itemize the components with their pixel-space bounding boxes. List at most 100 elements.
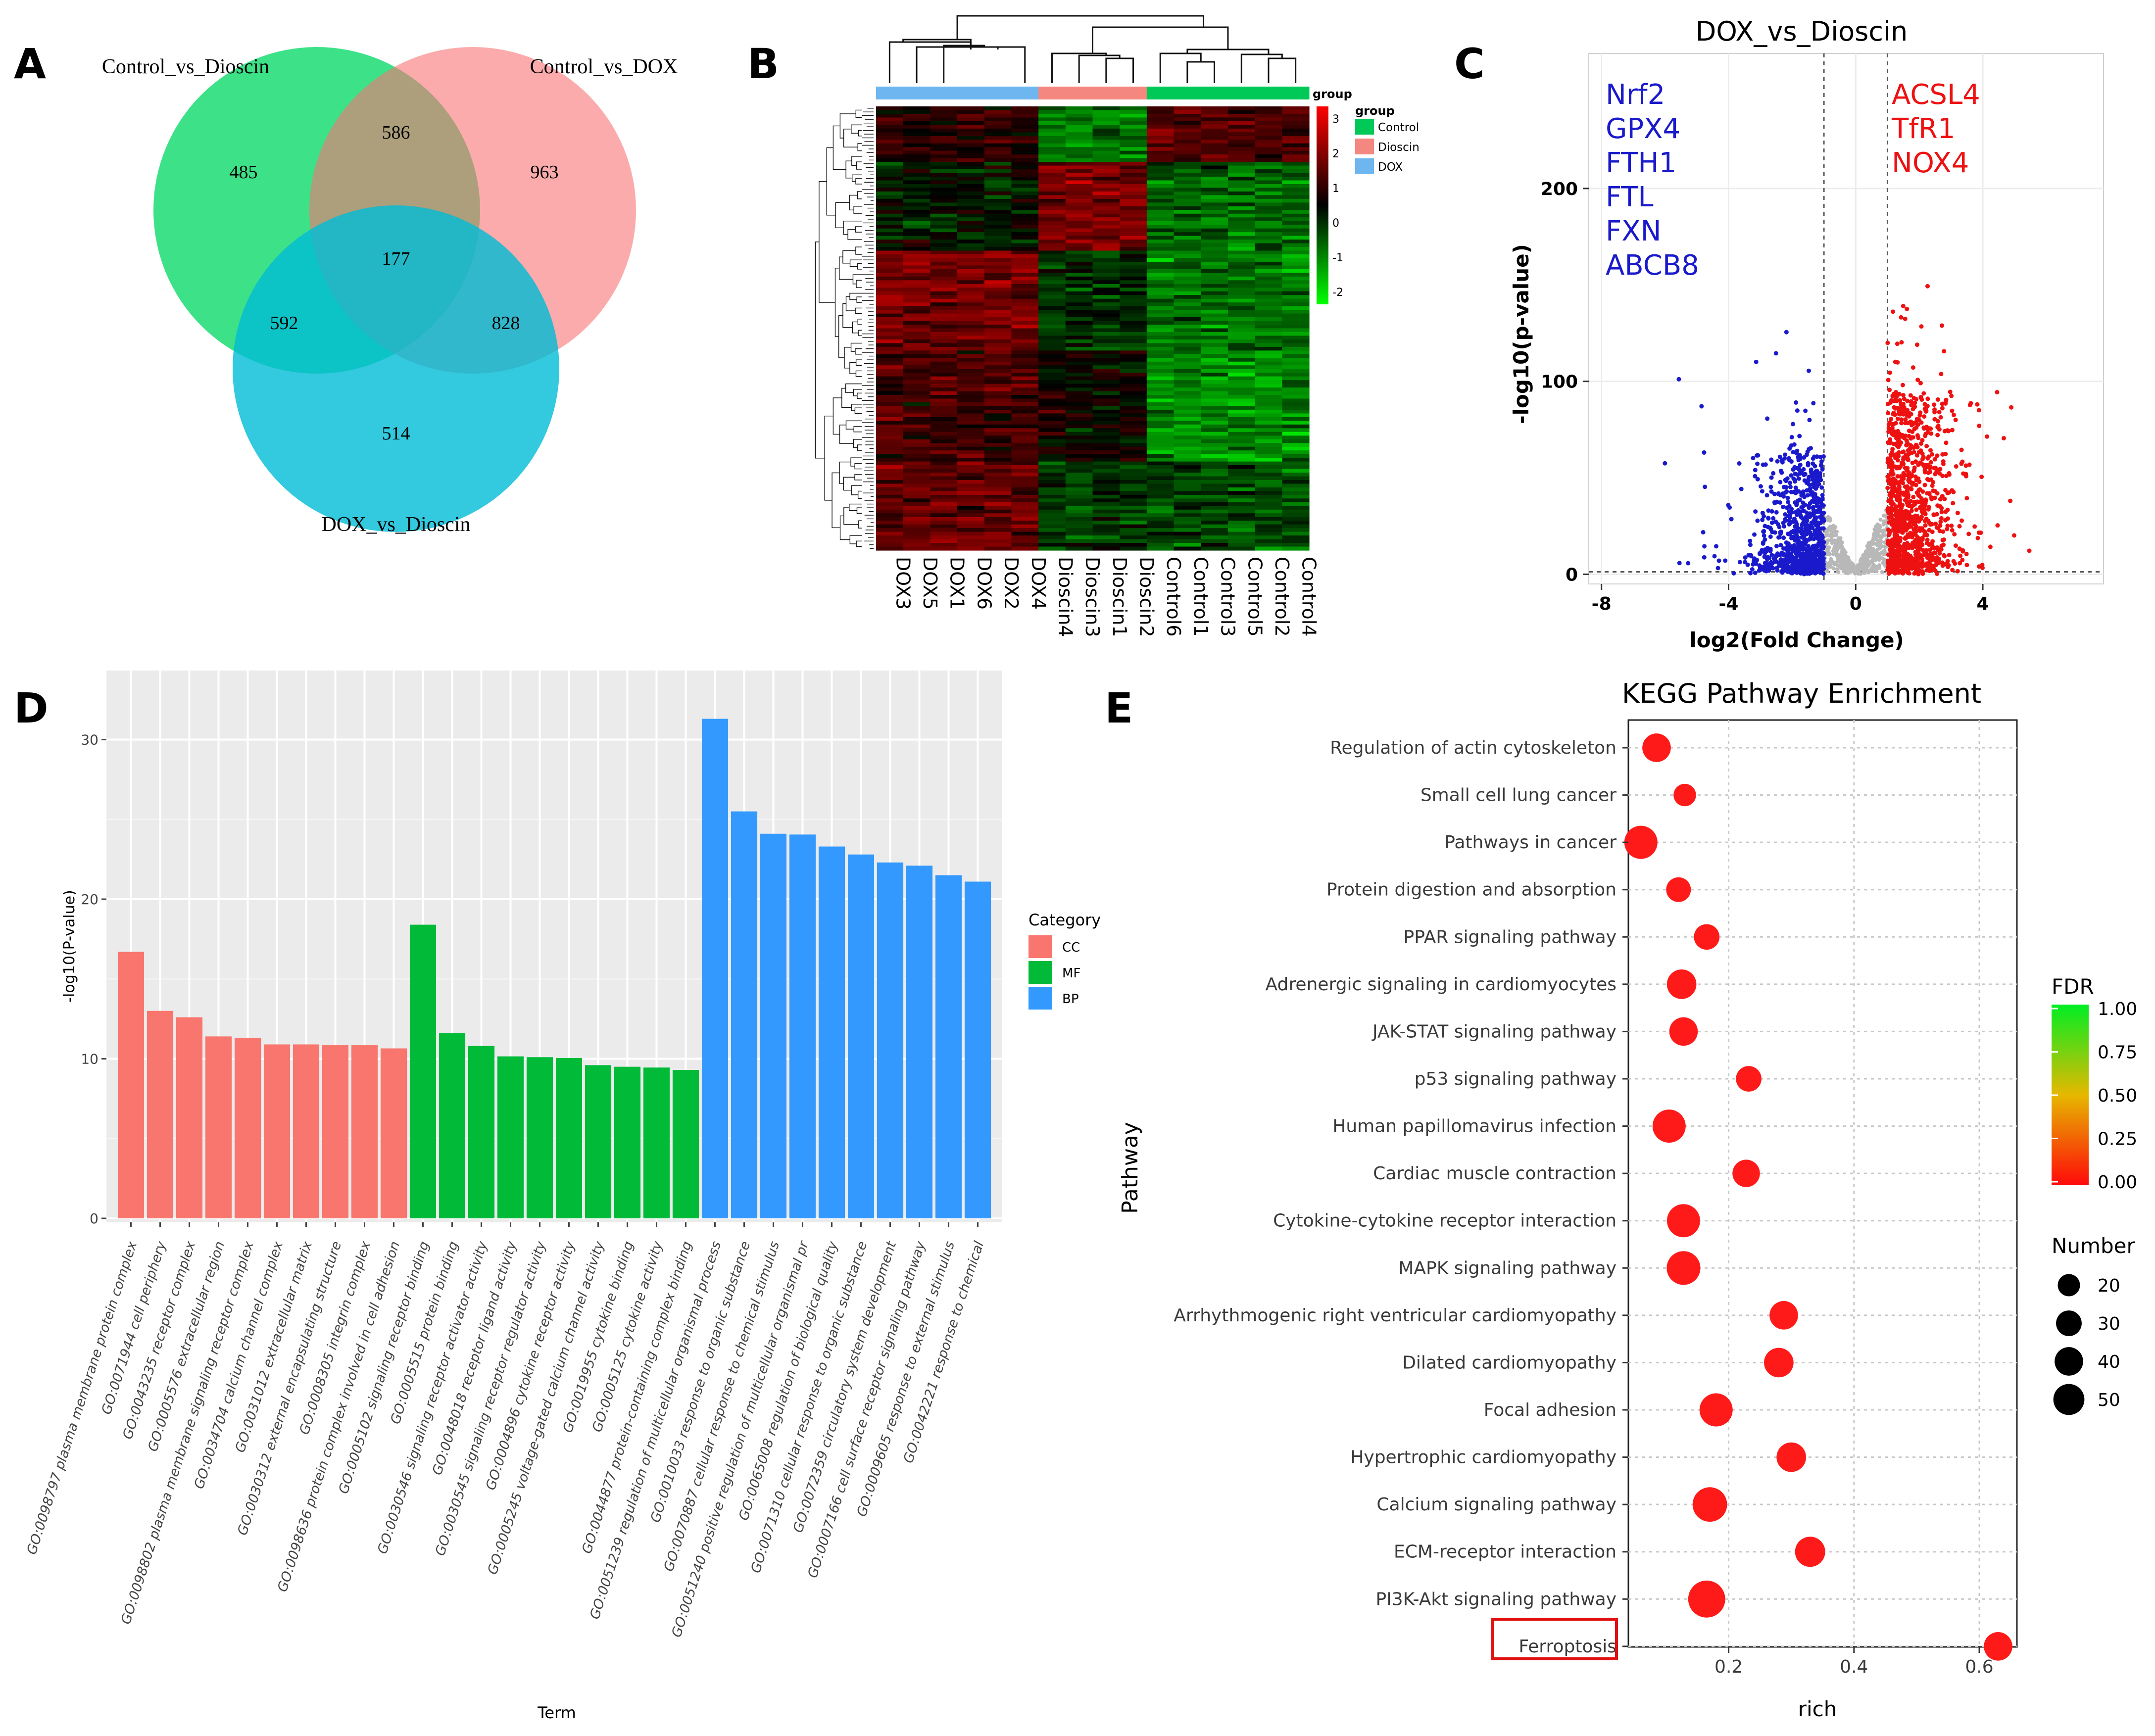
- volcano-down-gene-label: GPX4: [1606, 113, 1680, 145]
- heatmap-cell: [1120, 491, 1147, 495]
- heatmap-cell: [876, 458, 904, 462]
- heatmap-cell: [930, 110, 958, 114]
- volcano-point-ns: [1882, 559, 1887, 564]
- heatmap-cell: [1227, 391, 1256, 395]
- volcano-point-up: [1886, 515, 1891, 520]
- volcano-point-up: [1887, 387, 1892, 392]
- heatmap-cell: [1282, 273, 1310, 277]
- heatmap-cell: [1255, 198, 1282, 203]
- heatmap-cell: [1255, 273, 1282, 277]
- volcano-point-down: [1773, 520, 1778, 525]
- heatmap-cell: [1255, 317, 1282, 322]
- heatmap-column-label: Control4: [1298, 557, 1320, 637]
- heatmap-cell: [1092, 517, 1120, 521]
- heatmap-cell: [903, 317, 931, 322]
- volcano-point-up: [1917, 505, 1922, 510]
- heatmap-cell: [1282, 517, 1310, 521]
- volcano-y-tick-label: 0: [1566, 565, 1578, 585]
- heatmap-cell: [1201, 439, 1228, 443]
- go-bar: [380, 1048, 407, 1218]
- heatmap-cell: [1201, 398, 1228, 403]
- heatmap-cell: [1255, 106, 1282, 111]
- heatmap-cell: [957, 476, 985, 481]
- heatmap-cell: [876, 221, 904, 225]
- heatmap-cell: [1255, 247, 1282, 251]
- heatmap-cell: [903, 509, 931, 514]
- heatmap-cell: [957, 150, 985, 155]
- heatmap-cell: [1065, 524, 1093, 529]
- heatmap-cell: [1011, 225, 1039, 229]
- heatmap-cell: [1174, 480, 1201, 484]
- heatmap-cell: [1146, 236, 1175, 240]
- heatmap-cell: [1255, 483, 1282, 488]
- kegg-y-axis-title: Pathway: [1118, 1122, 1143, 1214]
- row-dendrogram-link: [854, 407, 862, 414]
- volcano-point-down: [1785, 561, 1790, 566]
- volcano-x-axis-title: log2(Fold Change): [1689, 628, 1904, 652]
- panel-label-d: D: [14, 684, 49, 732]
- volcano-point-up: [1889, 398, 1894, 403]
- volcano-point-ns: [1831, 552, 1836, 556]
- heatmap-cell: [1282, 376, 1310, 381]
- volcano-point-up: [1899, 315, 1904, 320]
- heatmap-cell: [1065, 336, 1093, 340]
- volcano-point-up: [1932, 457, 1937, 462]
- volcano-point-ns: [1838, 545, 1842, 550]
- heatmap-cell: [1065, 254, 1093, 259]
- heatmap-cell: [957, 528, 985, 532]
- heatmap-cell: [957, 354, 985, 358]
- heatmap-cell: [984, 443, 1012, 447]
- volcano-point-up: [1910, 534, 1914, 539]
- volcano-point-up: [1909, 480, 1913, 485]
- heatmap-cell: [903, 228, 931, 233]
- heatmap-cell: [1174, 539, 1201, 543]
- heatmap-cell: [1038, 336, 1066, 340]
- heatmap-cell: [1092, 417, 1120, 421]
- heatmap-cell: [957, 250, 985, 255]
- volcano-point-down: [1783, 452, 1788, 457]
- volcano-point-up: [1959, 461, 1964, 466]
- heatmap-cell: [930, 454, 958, 458]
- volcano-point-up: [1901, 401, 1906, 406]
- heatmap-cell: [1174, 302, 1201, 307]
- venn-count-cd-cx: 586: [382, 122, 410, 143]
- heatmap-cell: [903, 140, 931, 144]
- heatmap-cell: [876, 332, 904, 337]
- heatmap-cell: [1065, 384, 1093, 388]
- volcano-point-up: [1940, 474, 1945, 479]
- heatmap-cell: [1255, 298, 1282, 303]
- heatmap-cell: [1282, 202, 1310, 207]
- volcano-point-down: [1799, 560, 1804, 565]
- volcano-point-up: [1935, 433, 1940, 437]
- heatmap-cell: [1174, 128, 1201, 133]
- heatmap-cell: [876, 165, 904, 170]
- heatmap-cell: [1255, 513, 1282, 518]
- volcano-point-up: [1897, 564, 1902, 569]
- heatmap-cell: [1065, 373, 1093, 377]
- heatmap-cell: [1038, 247, 1066, 251]
- heatmap-cell: [1038, 502, 1066, 506]
- heatmap-cell: [1201, 154, 1228, 159]
- heatmap-cell: [1227, 113, 1256, 118]
- heatmap-cell: [1011, 177, 1039, 181]
- volcano-point-ns: [1825, 569, 1829, 573]
- row-dendrogram-link: [839, 113, 856, 139]
- heatmap-cell: [876, 280, 904, 285]
- volcano-point-down: [1702, 555, 1707, 560]
- heatmap-cell: [957, 473, 985, 477]
- heatmap-cell: [1146, 524, 1175, 529]
- heatmap-cell: [1038, 524, 1066, 529]
- heatmap-cell: [1255, 509, 1282, 514]
- heatmap-cell: [984, 454, 1012, 458]
- heatmap-cell: [957, 443, 985, 447]
- heatmap-cell: [1255, 162, 1282, 166]
- heatmap-cell: [1146, 487, 1175, 491]
- heatmap-cell: [1282, 494, 1310, 499]
- heatmap-cell: [1201, 380, 1228, 385]
- volcano-point-up: [1935, 545, 1940, 550]
- volcano-point-up: [1932, 495, 1937, 500]
- heatmap-cell: [930, 432, 958, 436]
- heatmap-cell: [1282, 191, 1310, 195]
- heatmap-cell: [1038, 250, 1066, 255]
- heatmap-cell: [1227, 288, 1256, 292]
